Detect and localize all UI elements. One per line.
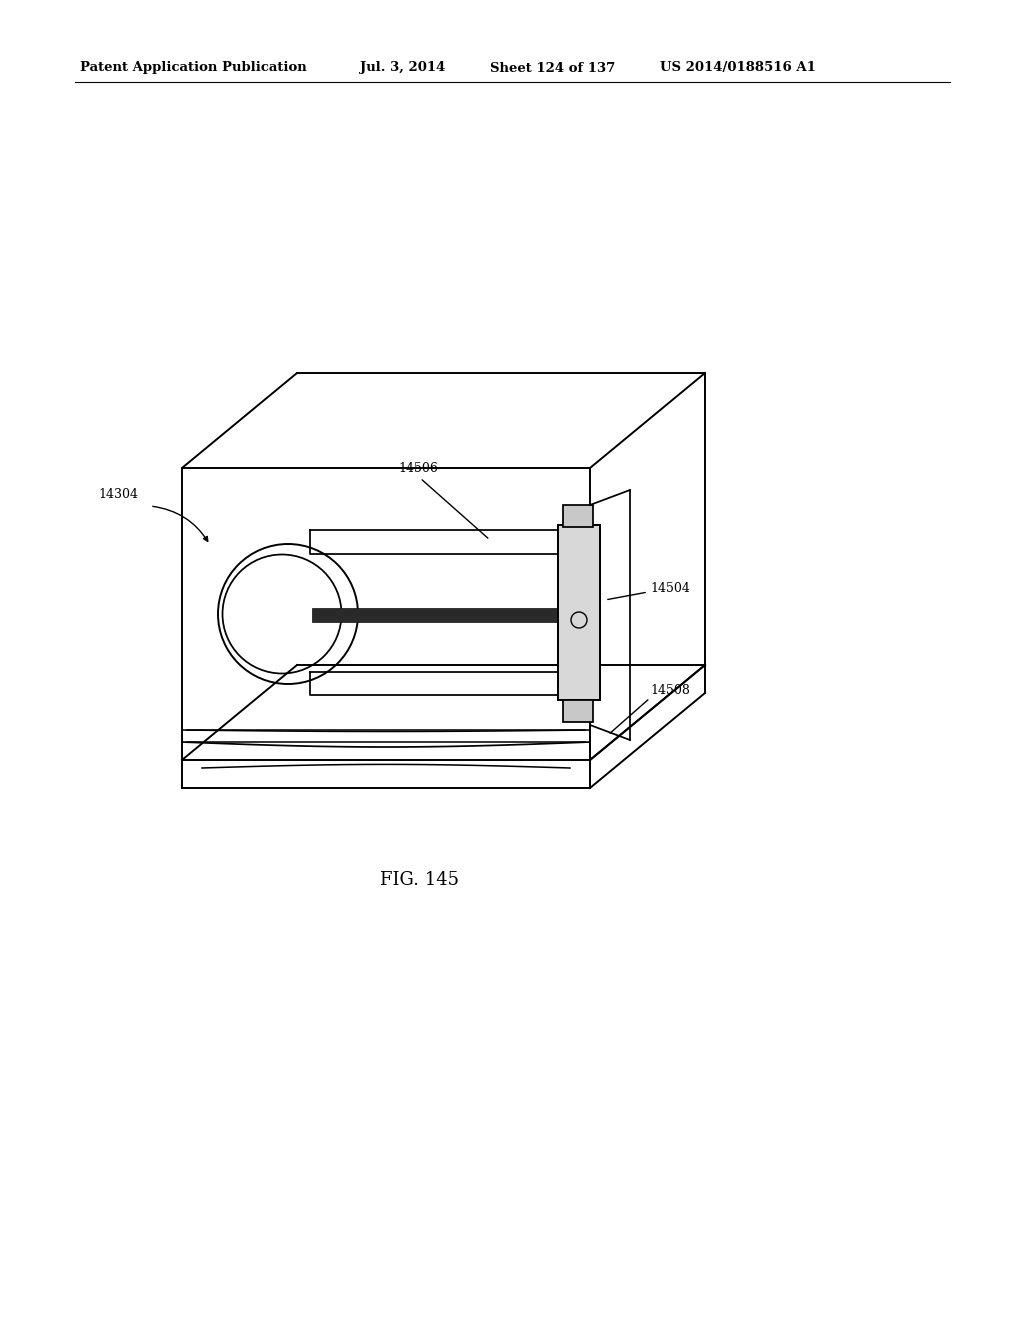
Text: Jul. 3, 2014: Jul. 3, 2014 [360,62,445,74]
Bar [563,506,593,527]
Text: 14506: 14506 [398,462,438,474]
Text: Sheet 124 of 137: Sheet 124 of 137 [490,62,615,74]
Bar [563,700,593,722]
Bar [558,525,600,700]
Text: US 2014/0188516 A1: US 2014/0188516 A1 [660,62,816,74]
Text: 14508: 14508 [650,684,690,697]
Text: 14304: 14304 [98,488,138,502]
Bar [312,609,568,622]
Text: Patent Application Publication: Patent Application Publication [80,62,307,74]
Text: 14504: 14504 [650,582,690,594]
Text: FIG. 145: FIG. 145 [381,871,460,888]
